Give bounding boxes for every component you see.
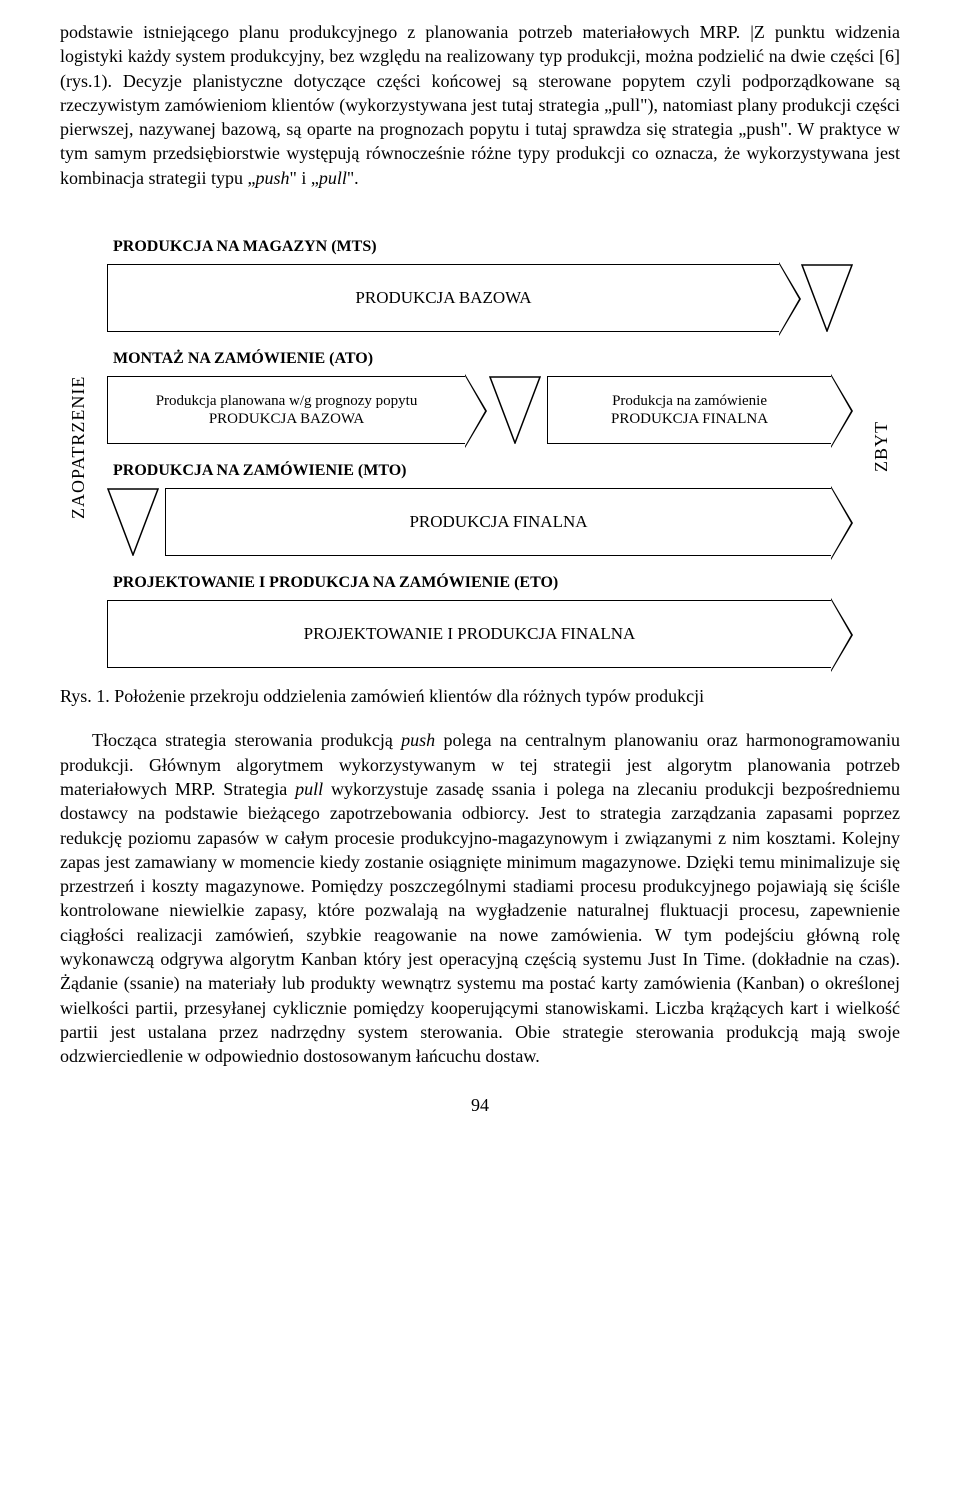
mto-box: PRODUKCJA FINALNA [165, 488, 831, 556]
ato-row: Produkcja planowana w/g prognozy popytu … [107, 376, 853, 444]
right-axis-label: ZBYT [863, 220, 900, 674]
intro-paragraph: podstawie istniejącego planu produkcyjne… [60, 20, 900, 190]
ato-left-box: Produkcja planowana w/g prognozy popytu … [107, 376, 465, 444]
ato-right-line1: Produkcja na zamówienie [611, 392, 768, 410]
mto-row: PRODUKCJA FINALNA [107, 488, 853, 556]
left-axis-label: ZAOPATRZENIE [60, 220, 97, 674]
body-paragraph: Tłocząca strategia sterowania produkcją … [60, 728, 900, 1068]
figure-caption: Rys. 1. Położenie przekroju oddzielenia … [60, 684, 900, 708]
ato-right-text: Produkcja na zamówienie PRODUKCJA FINALN… [611, 392, 768, 428]
mto-box-label: PRODUKCJA FINALNA [409, 512, 587, 532]
mto-title: PRODUKCJA NA ZAMÓWIENIE (MTO) [113, 462, 853, 480]
mts-box: PRODUKCJA BAZOWA [107, 264, 779, 332]
mts-row: PRODUKCJA BAZOWA [107, 264, 853, 332]
mts-title: PRODUKCJA NA MAGAZYN (MTS) [113, 238, 853, 256]
eto-title: PROJEKTOWANIE I PRODUKCJA NA ZAMÓWIENIE … [113, 574, 853, 592]
ato-triangle-icon [489, 376, 541, 444]
ato-title: MONTAŻ NA ZAMÓWIENIE (ATO) [113, 350, 853, 368]
figure-1-diagram: ZAOPATRZENIE PRODUKCJA NA MAGAZYN (MTS) … [60, 220, 900, 674]
mto-triangle-icon [107, 488, 159, 556]
ato-left-line1: Produkcja planowana w/g prognozy popytu [156, 392, 418, 410]
mts-box-label: PRODUKCJA BAZOWA [355, 288, 531, 308]
mts-triangle-icon [801, 264, 853, 332]
ato-left-text: Produkcja planowana w/g prognozy popytu … [156, 392, 418, 428]
eto-box-label: PROJEKTOWANIE I PRODUKCJA FINALNA [304, 624, 636, 644]
eto-row: PROJEKTOWANIE I PRODUKCJA FINALNA [107, 600, 853, 668]
ato-left-line2: PRODUKCJA BAZOWA [156, 410, 418, 428]
eto-box: PROJEKTOWANIE I PRODUKCJA FINALNA [107, 600, 831, 668]
ato-right-box: Produkcja na zamówienie PRODUKCJA FINALN… [547, 376, 831, 444]
ato-right-line2: PRODUKCJA FINALNA [611, 410, 768, 428]
diagram-center: PRODUKCJA NA MAGAZYN (MTS) PRODUKCJA BAZ… [97, 220, 863, 674]
page-number: 94 [60, 1095, 900, 1116]
